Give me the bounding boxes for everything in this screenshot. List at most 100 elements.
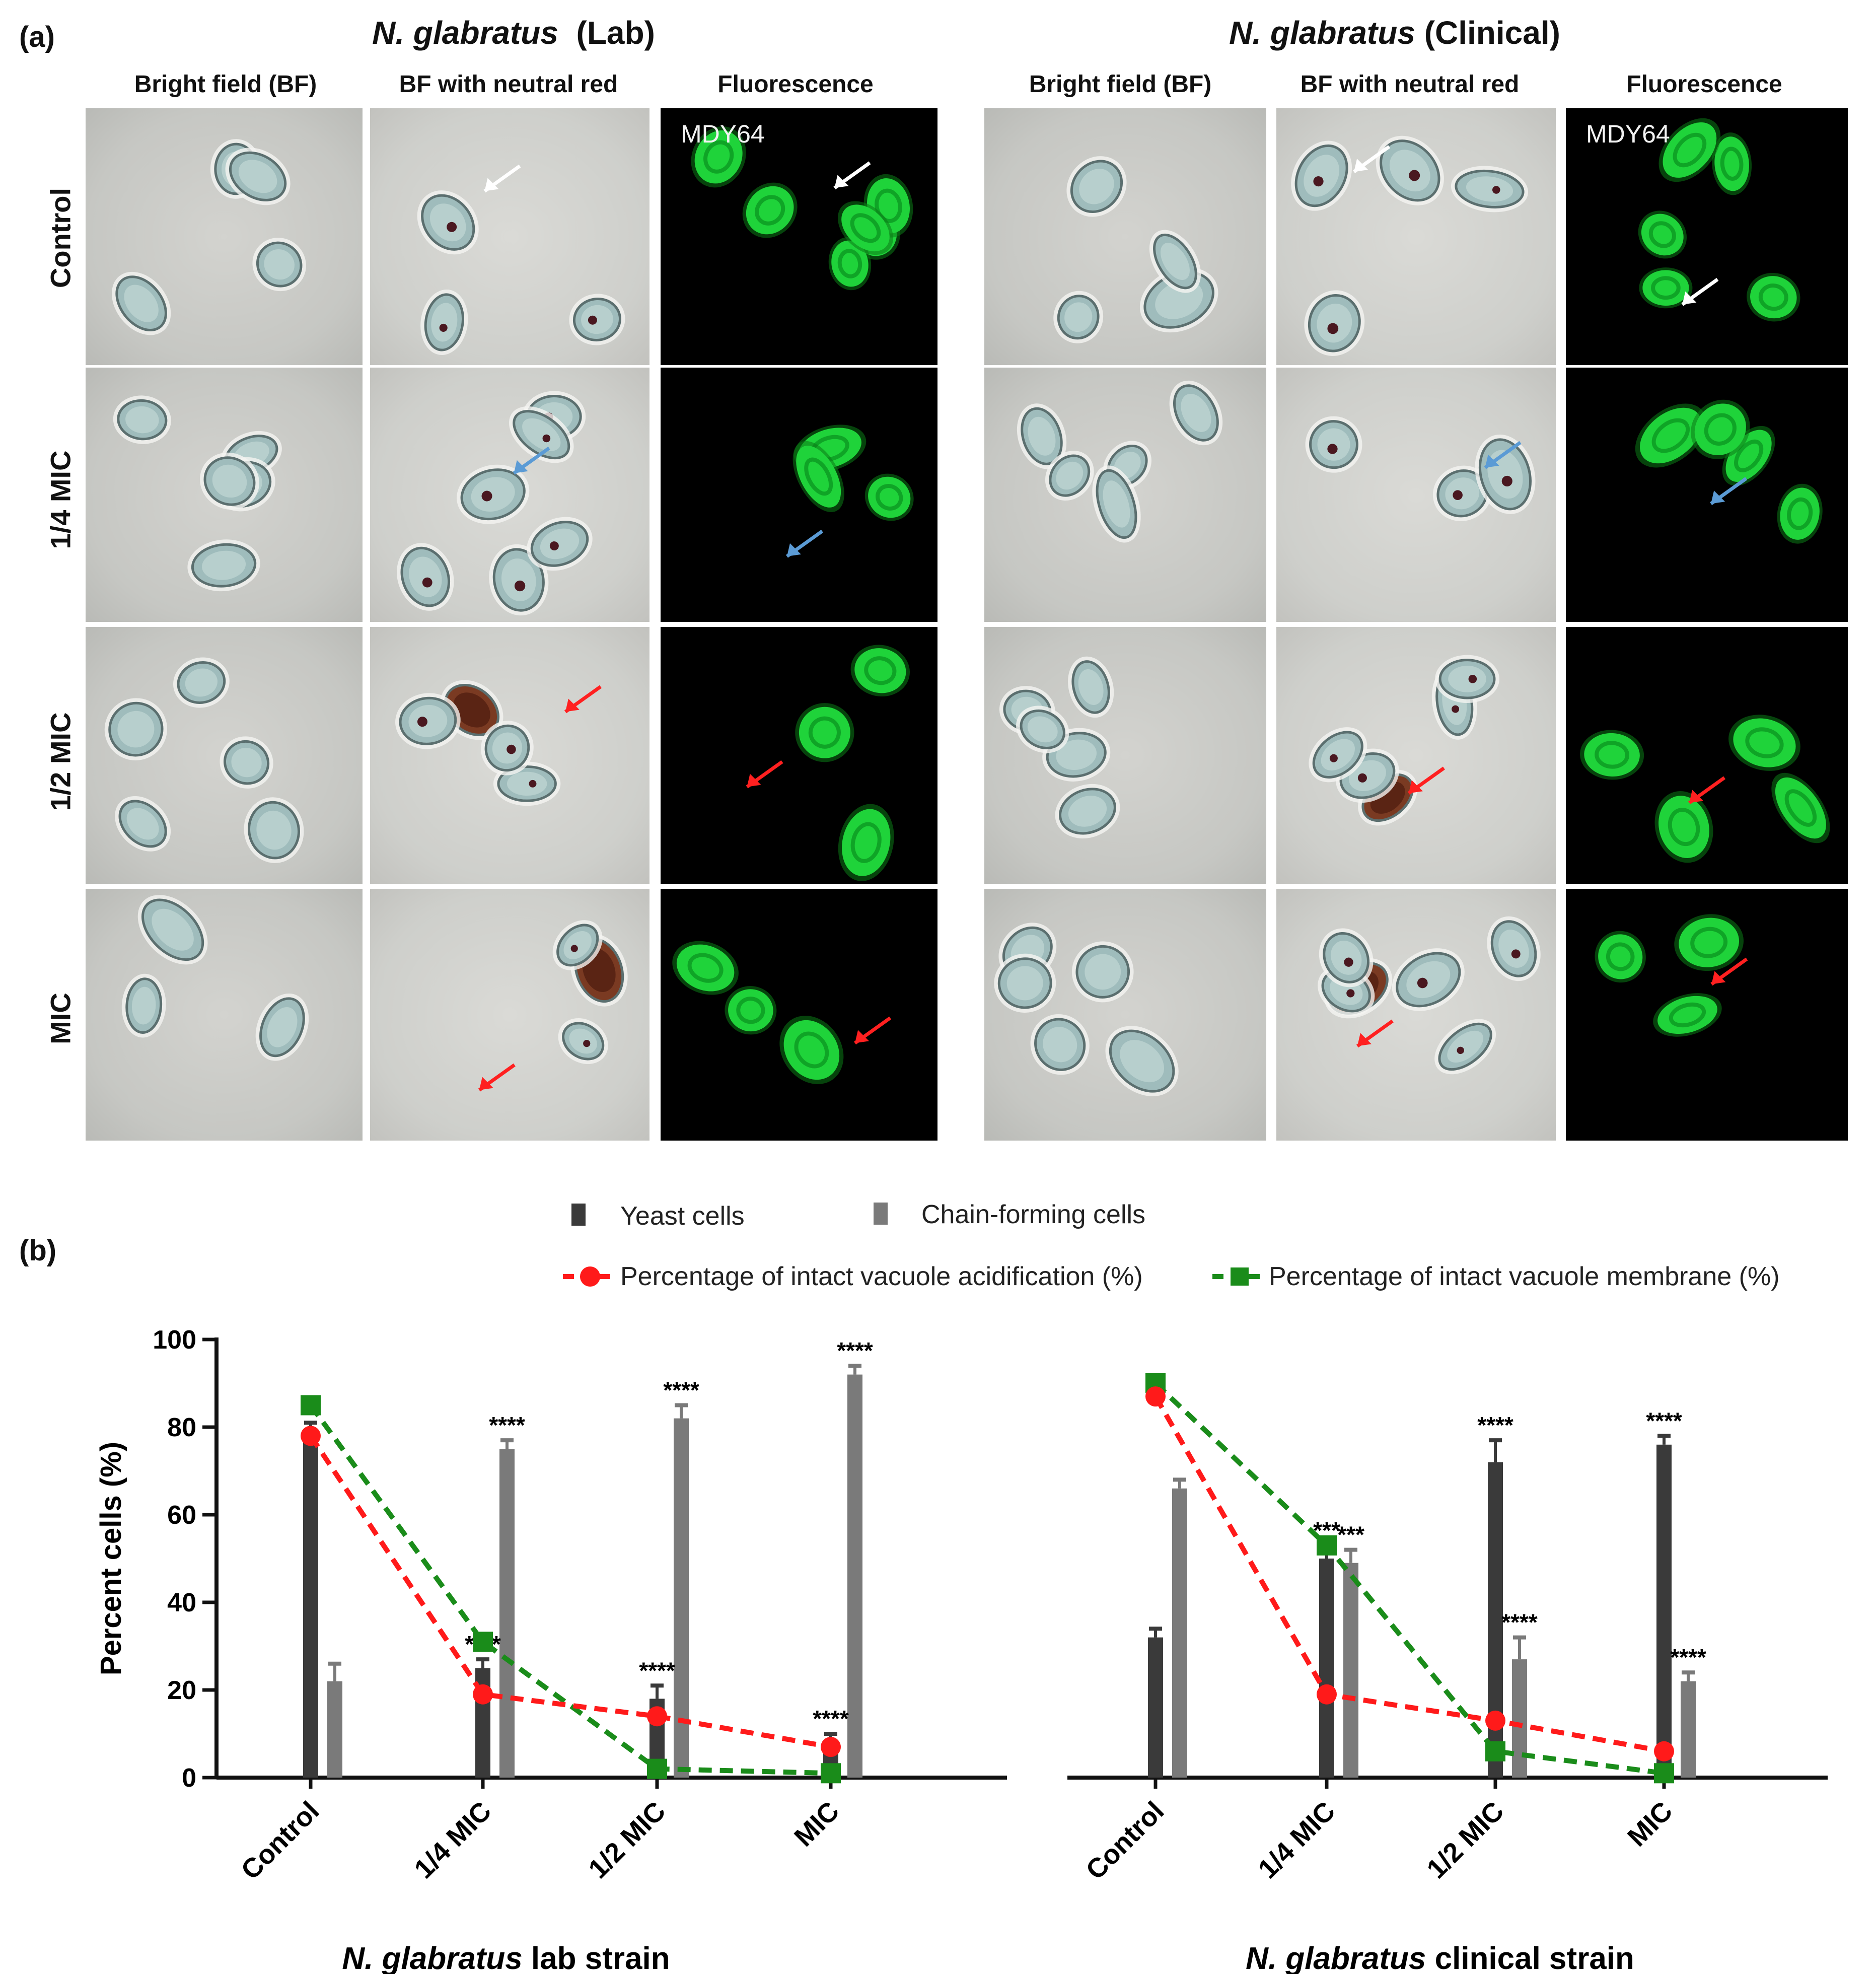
cell-illustration [1045, 451, 1094, 501]
pointer-arrow-head [1354, 159, 1368, 172]
pointer-arrow-head [484, 178, 499, 191]
cell-illustration [569, 294, 625, 345]
cell-illustration [1635, 403, 1706, 468]
cell-illustration [552, 920, 603, 970]
micrograph-clinical-bf-control [984, 108, 1266, 365]
cell-illustration [104, 698, 168, 760]
significance-label: **** [1646, 1407, 1682, 1434]
membrane-point [301, 1395, 321, 1416]
chart-lab-strain: 0 20 40 60 80 100 Percent cells (%) Control 1/4 … [95, 1325, 1007, 1974]
y-axis-label: Percent cells (%) [95, 1442, 127, 1675]
cell-illustration [252, 238, 306, 292]
cell-illustration [1053, 291, 1104, 343]
membrane-point [1317, 1535, 1337, 1556]
cell-illustration [1712, 132, 1752, 195]
micrograph-lab-fl-half-mic [661, 627, 937, 884]
pointer-arrow-head [834, 175, 849, 188]
micrograph-clinical-fl-half-mic [1566, 627, 1848, 884]
membrane-point [821, 1763, 841, 1784]
micrograph-lab-fl-quarter-mic [661, 368, 937, 622]
micrograph-clinical-fl-mic [1566, 889, 1848, 1141]
significance-label: **** [1477, 1412, 1513, 1438]
chain-bar [327, 1681, 342, 1778]
pointer-arrow-head [1357, 1033, 1372, 1046]
pointer-arrow-head [1682, 291, 1697, 305]
cell-illustration [1105, 1026, 1179, 1096]
micrograph-lab-bf-control [86, 108, 363, 365]
significance-label: **** [489, 1412, 525, 1438]
cell-illustration [994, 953, 1056, 1013]
pointer-arrow-head [1711, 490, 1725, 504]
cell-illustration [113, 395, 171, 444]
pointer-arrow-head [786, 543, 801, 556]
micrograph-lab-nr-mic [370, 889, 650, 1141]
cell-illustration [527, 517, 593, 571]
cell-illustration [1066, 156, 1127, 217]
y-tick-label: 20 [167, 1676, 196, 1705]
cell-illustration [509, 406, 574, 463]
cell-illustration [397, 543, 454, 611]
chart-clinical-strain: Control 1/4 MIC 1/2 MIC MIC****************… [1067, 1373, 1828, 1974]
cell-illustration [481, 721, 534, 775]
cell-illustration [1055, 784, 1120, 838]
micrograph-lab-nr-half-mic [370, 627, 650, 884]
row-label-control: Control [44, 187, 77, 289]
acid-point [1654, 1741, 1674, 1761]
x-tick-label: Control [235, 1796, 325, 1885]
legend-membrane-label: Percentage of intact vacuole membrane (%… [1269, 1262, 1780, 1291]
pointer-arrow-head [514, 460, 528, 473]
pointer-arrow-head [479, 1077, 493, 1090]
cell-illustration [137, 895, 208, 965]
x-tick-label: 1/2 MIC [583, 1796, 671, 1884]
acid-point [821, 1737, 841, 1757]
strain-title-clinical: N. glabratus (Clinical) [1017, 14, 1772, 51]
cell-illustration [1149, 230, 1201, 293]
cell-illustration [1771, 772, 1830, 843]
panel-a-label: (a) [19, 21, 55, 53]
legend-membrane-marker [1212, 1267, 1267, 1286]
membrane-point [1654, 1763, 1674, 1784]
cell-illustration [742, 182, 798, 238]
y-tick-label: 100 [153, 1325, 196, 1355]
pointer-arrow-head [1689, 790, 1704, 803]
chain-bar [1681, 1681, 1696, 1778]
x-tick-label: Control [1080, 1796, 1170, 1885]
significance-label: **** [1501, 1609, 1538, 1636]
pointer-arrow-head [747, 773, 761, 787]
pointer-arrow-head [565, 698, 580, 712]
cell-illustration [1638, 210, 1687, 259]
significance-label: *** [1337, 1522, 1364, 1548]
cell-illustration [1305, 416, 1362, 473]
strain-title-lab-suffix: (Lab) [576, 15, 655, 51]
cell-illustration [1309, 727, 1367, 783]
pointer-arrow-head [855, 1030, 870, 1043]
cell-illustration [1639, 267, 1693, 309]
row-label-quarter-mic: 1/4 MIC [44, 450, 77, 549]
micrograph-clinical-bf-mic [984, 889, 1266, 1141]
y-tick-label: 0 [182, 1764, 196, 1793]
cell-illustration [1030, 1014, 1090, 1075]
acid-point [301, 1426, 321, 1446]
cell-illustration [173, 657, 230, 708]
cell-illustration [1319, 928, 1374, 988]
cell-illustration [187, 539, 260, 592]
cell-illustration [1674, 914, 1744, 971]
yeast-bar [1319, 1559, 1334, 1778]
significance-label: **** [1670, 1644, 1706, 1670]
cell-illustration [1291, 140, 1352, 211]
cell-illustration [1475, 434, 1536, 514]
x-tick-label: 1/2 MIC [1421, 1796, 1509, 1884]
cell-illustration [1691, 399, 1750, 459]
cell-illustration [850, 645, 910, 697]
panel-b-label: (b) [19, 1234, 57, 1267]
pointer-arrow-head [1711, 971, 1726, 984]
cell-illustration [395, 693, 461, 749]
micrograph-clinical-bf-quarter-mic [984, 368, 1266, 622]
acid-point [1485, 1710, 1505, 1731]
micrograph-lab-bf-half-mic [86, 627, 363, 884]
cell-illustration [1017, 403, 1067, 469]
cell-illustration [1777, 483, 1823, 544]
cell-illustration [420, 289, 468, 355]
cell-illustration [1451, 166, 1529, 213]
y-tick-label: 80 [167, 1413, 196, 1442]
